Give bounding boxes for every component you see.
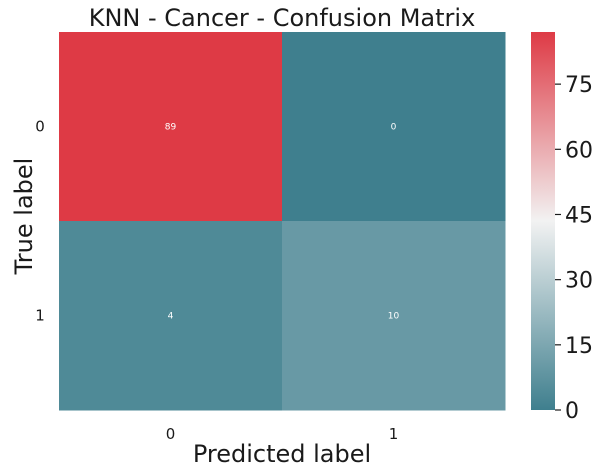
heatmap-cell-1-0 [59,221,283,411]
heatmap-cell-1-1 [282,221,506,411]
colorbar-tick-label: 60 [565,138,593,163]
y-tick-label: 0 [35,118,45,136]
heatmap-cell-0-1 [282,32,506,222]
colorbar [531,32,555,410]
colorbar-tick-label: 0 [565,399,579,424]
colorbar-tick-label: 30 [565,269,593,294]
heatmap-cells [59,32,506,411]
colorbar-tick-label: 75 [565,73,593,98]
colorbar-tick-label: 45 [565,203,593,228]
cell-value-0-1: 0 [391,123,397,133]
heatmap-cell-0-0 [59,32,283,222]
x-tick-label: 1 [389,425,399,443]
colorbar-ticks: 0 15 30 45 60 75 [555,73,593,424]
cell-value-1-1: 10 [388,312,400,322]
x-tick-label: 0 [166,425,176,443]
cell-value-labels: 89 0 4 10 [165,123,400,322]
cell-value-1-0: 4 [168,312,174,322]
chart-title: KNN - Cancer - Confusion Matrix [89,4,476,32]
y-tick-label: 1 [35,307,45,325]
colorbar-tick-label: 15 [565,334,593,359]
cell-value-0-0: 89 [165,123,177,133]
x-axis-label: Predicted label [193,440,371,468]
y-tick-labels: 01 [35,118,45,325]
y-axis-label: True label [10,158,38,276]
